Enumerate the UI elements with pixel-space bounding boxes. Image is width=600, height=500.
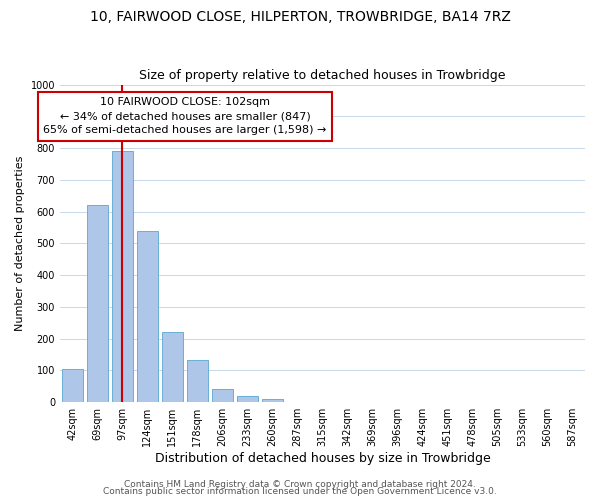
Text: Contains HM Land Registry data © Crown copyright and database right 2024.: Contains HM Land Registry data © Crown c… [124, 480, 476, 489]
Bar [237, 396, 258, 402]
Bar [187, 360, 208, 402]
Text: 10, FAIRWOOD CLOSE, HILPERTON, TROWBRIDGE, BA14 7RZ: 10, FAIRWOOD CLOSE, HILPERTON, TROWBRIDG… [89, 10, 511, 24]
Bar [87, 204, 108, 402]
Title: Size of property relative to detached houses in Trowbridge: Size of property relative to detached ho… [139, 69, 506, 82]
X-axis label: Distribution of detached houses by size in Trowbridge: Distribution of detached houses by size … [155, 452, 490, 465]
Bar [137, 230, 158, 402]
Text: 10 FAIRWOOD CLOSE: 102sqm
← 34% of detached houses are smaller (847)
65% of semi: 10 FAIRWOOD CLOSE: 102sqm ← 34% of detac… [43, 98, 326, 136]
Bar [212, 388, 233, 402]
Bar [262, 399, 283, 402]
Bar [62, 370, 83, 402]
Bar [112, 152, 133, 402]
Y-axis label: Number of detached properties: Number of detached properties [15, 156, 25, 331]
Text: Contains public sector information licensed under the Open Government Licence v3: Contains public sector information licen… [103, 487, 497, 496]
Bar [162, 332, 183, 402]
